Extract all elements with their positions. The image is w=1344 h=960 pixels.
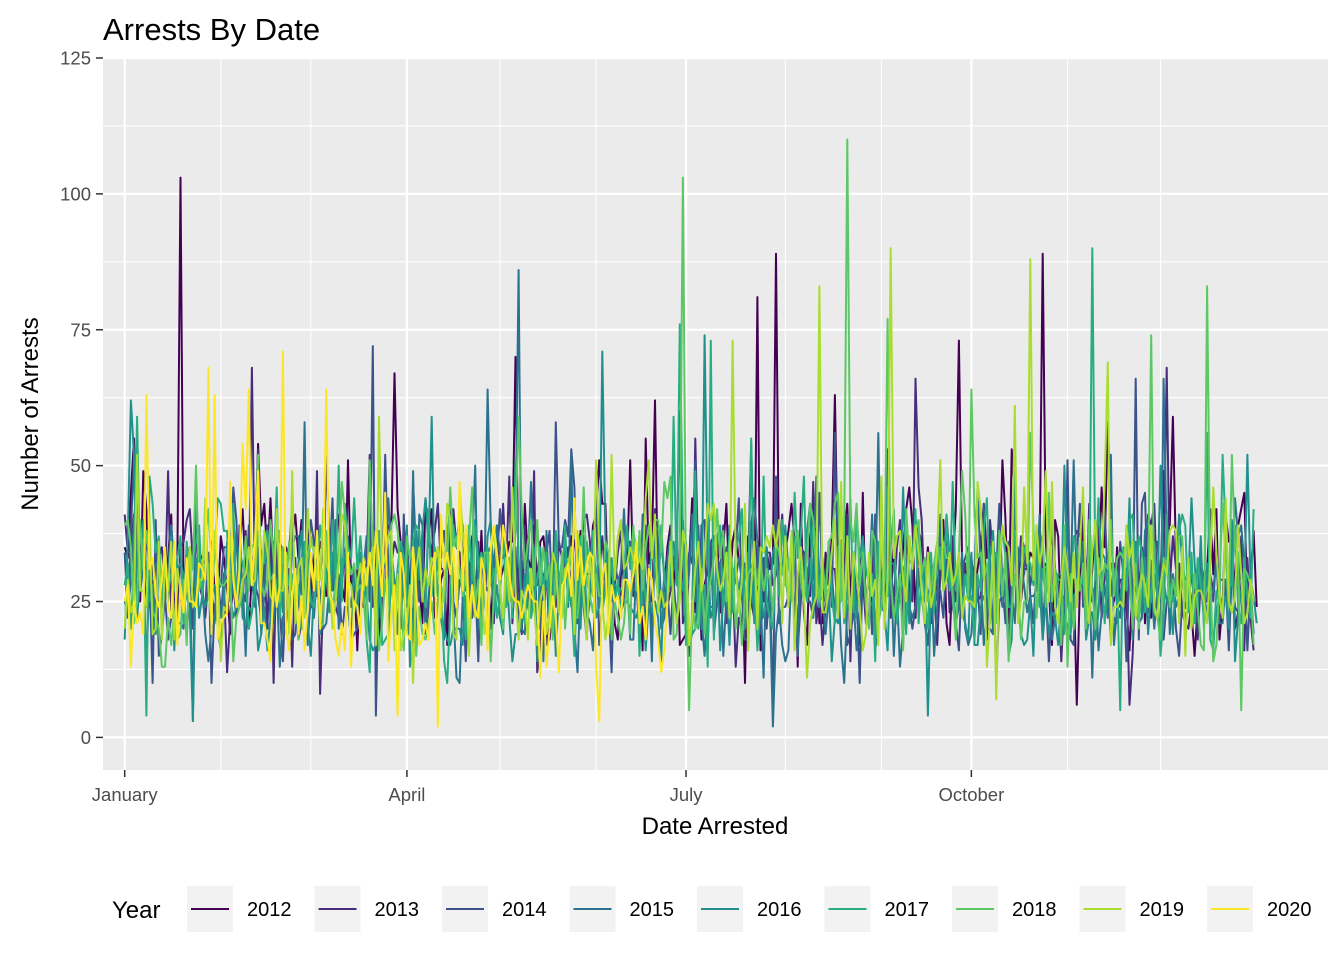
legend: Year 2012 2013 2014 2015 2016 2017 2018 2019 202…	[112, 886, 1312, 932]
x-tick-label: April	[388, 784, 425, 805]
legend-item-2018: 2018	[952, 886, 1057, 932]
legend-label: 2014	[502, 899, 547, 921]
legend-item-2019: 2019	[1079, 886, 1185, 932]
legend-item-2014: 2014	[442, 886, 547, 932]
x-axis-title: Date Arrested	[642, 813, 789, 840]
y-tick-label: 125	[60, 48, 91, 69]
legend-item-2016: 2016	[697, 886, 802, 932]
legend-label: 2016	[757, 899, 802, 921]
series-line-2019	[123, 247, 1255, 701]
x-tick-label: October	[938, 784, 1004, 805]
axes: 0 25 50 75 100 125 January April July October	[60, 48, 1004, 806]
grid-lines	[103, 56, 1328, 770]
y-tick-label: 75	[70, 319, 91, 340]
x-tick-label: July	[670, 784, 704, 805]
legend-item-2013: 2013	[314, 886, 420, 932]
legend-item-2017: 2017	[824, 886, 930, 932]
legend-label: 2015	[630, 899, 675, 921]
legend-label: 2020	[1267, 899, 1312, 921]
y-tick-label: 50	[70, 455, 91, 476]
chart-title: Arrests By Date	[103, 12, 320, 47]
legend-label: 2019	[1140, 899, 1185, 921]
legend-title: Year	[112, 897, 161, 924]
x-tick-label: January	[92, 784, 159, 805]
legend-item-2015: 2015	[569, 886, 675, 932]
legend-item-2012: 2012	[187, 886, 292, 932]
legend-label: 2018	[1012, 899, 1057, 921]
y-tick-label: 25	[70, 591, 91, 612]
plot-panel	[103, 58, 1328, 770]
y-tick-label: 100	[60, 183, 91, 204]
y-axis-title: Number of Arrests	[17, 317, 44, 510]
legend-item-2020: 2020	[1207, 886, 1312, 932]
legend-label: 2013	[375, 899, 420, 921]
y-tick-label: 0	[81, 727, 91, 748]
legend-label: 2012	[247, 899, 292, 921]
legend-label: 2017	[885, 899, 930, 921]
series-line-2020	[123, 350, 669, 728]
series-lines	[123, 138, 1258, 728]
